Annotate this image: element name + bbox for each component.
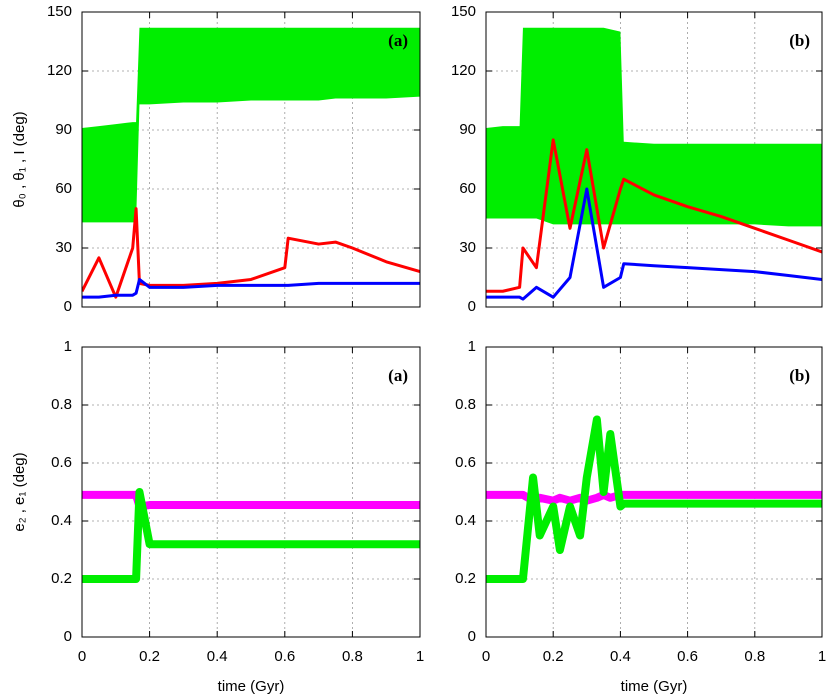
y-tick-label: 0 <box>468 298 476 315</box>
x-tick-label: 0.4 <box>207 648 228 665</box>
line <box>486 415 822 583</box>
y-tick-label: 0.2 <box>51 570 72 587</box>
band <box>486 27 822 227</box>
y-tick-label: 0.8 <box>455 396 476 413</box>
plot-frame <box>485 346 823 638</box>
panel-label: (b) <box>789 31 810 50</box>
y-tick-label: 30 <box>459 239 476 256</box>
x-tick-label: 0.2 <box>139 648 160 665</box>
y-tick-label: 1 <box>468 338 476 355</box>
x-tick-label: 0.6 <box>677 648 698 665</box>
y-tick-label: 60 <box>55 180 72 197</box>
line <box>82 490 420 511</box>
panel-label: (b) <box>789 366 810 385</box>
y-tick-label: 150 <box>451 3 476 20</box>
x-tick-label: 0.4 <box>610 648 631 665</box>
line <box>486 138 822 293</box>
x-tick-label: 0 <box>78 648 86 665</box>
x-tick-label: 0.2 <box>543 648 564 665</box>
x-axis-label: time (Gyr) <box>218 678 285 695</box>
y-tick-label: 90 <box>459 121 476 138</box>
panel-label: (a) <box>388 31 408 50</box>
x-tick-label: 0 <box>482 648 490 665</box>
line <box>486 490 822 505</box>
y-tick-label: 0.2 <box>455 570 476 587</box>
plot-frame <box>485 11 823 308</box>
x-tick-label: 0.8 <box>342 648 363 665</box>
y-tick-label: 0 <box>64 628 72 645</box>
y-tick-label: 30 <box>55 239 72 256</box>
y-tick-label: 1 <box>64 338 72 355</box>
panel-label: (a) <box>388 366 408 385</box>
y-tick-label: 0.4 <box>455 512 476 529</box>
x-tick-label: 1 <box>416 648 424 665</box>
y-tick-label: 150 <box>47 3 72 20</box>
x-tick-label: 0.8 <box>744 648 765 665</box>
x-tick-label: 0.6 <box>274 648 295 665</box>
y-tick-label: 90 <box>55 121 72 138</box>
plot-frame <box>81 11 421 308</box>
line <box>486 187 822 301</box>
y-tick-label: 0.6 <box>51 454 72 471</box>
y-tick-label: 0 <box>64 298 72 315</box>
x-tick-label: 1 <box>818 648 826 665</box>
y-axis-label: e₂ , e₁ (deg) <box>11 452 28 531</box>
y-tick-label: 0.4 <box>51 512 72 529</box>
line <box>82 488 420 583</box>
y-tick-label: 120 <box>451 62 476 79</box>
line <box>82 207 420 299</box>
x-axis-label: time (Gyr) <box>621 678 688 695</box>
y-tick-label: 0 <box>468 628 476 645</box>
plot-frame <box>81 346 421 638</box>
y-tick-label: 0.8 <box>51 396 72 413</box>
band <box>82 27 420 223</box>
y-axis-label: θ₀ , θ₁ , I (deg) <box>11 111 28 207</box>
line <box>82 277 420 299</box>
y-tick-label: 120 <box>47 62 72 79</box>
y-tick-label: 60 <box>459 180 476 197</box>
y-tick-label: 0.6 <box>455 454 476 471</box>
